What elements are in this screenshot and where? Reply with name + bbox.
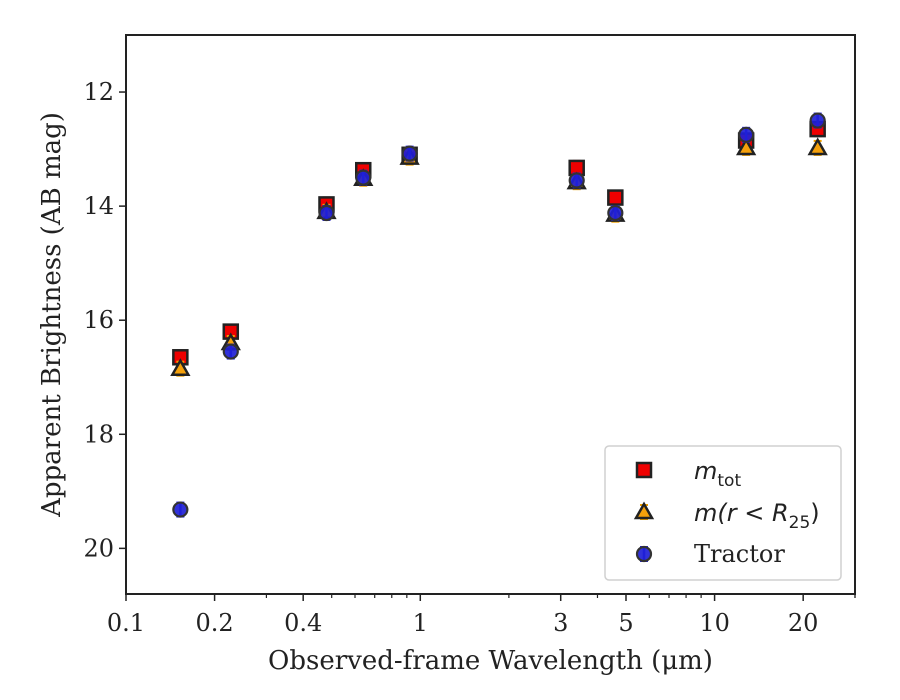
y-tick-label: 14 [83, 192, 114, 220]
y-tick-label: 20 [83, 534, 114, 562]
tractor-point [568, 172, 585, 189]
y-axis-title: Apparent Brightness (AB mag) [37, 112, 67, 518]
x-tick-label: 3 [553, 609, 568, 637]
x-tick-label: 0.2 [196, 609, 234, 637]
legend-mr25-marker [633, 501, 655, 520]
plot-frame [125, 34, 856, 595]
x-tick-label: 0.1 [107, 609, 145, 637]
legend-label: mtot [694, 457, 741, 491]
tractor-point [222, 343, 239, 360]
tractor-point [401, 145, 418, 162]
tractor-point [318, 204, 335, 222]
y-tick-label: 16 [83, 306, 114, 334]
tractor-point [809, 112, 826, 129]
tractor-point [355, 169, 372, 186]
y-tick-label: 12 [83, 78, 114, 106]
legend-label: Tractor [694, 540, 785, 568]
tractor-point [607, 204, 624, 222]
legend-label-subscript: tot [717, 471, 741, 491]
x-tick-label: 0.4 [284, 609, 322, 637]
series-tractor [172, 112, 826, 518]
x-tick-label: 10 [699, 609, 730, 637]
y-axis-ticks: 12 14 16 18 20 [83, 78, 126, 562]
mr25-point [807, 137, 828, 156]
tractor-point [172, 501, 189, 518]
tractor-point [738, 126, 755, 143]
series-mr25 [170, 137, 828, 377]
legend-label-subscript: 25 [789, 513, 811, 533]
series-mtot [172, 120, 826, 366]
x-tick-label: 5 [618, 609, 633, 637]
legend-label-tail: ) [810, 499, 819, 527]
y-tick-label: 18 [83, 420, 114, 448]
legend-label: m(r < R25) [694, 499, 820, 533]
x-tick-label: 1 [413, 609, 428, 637]
x-axis-ticks: 0.1 0.2 0.4 1 3 5 10 20 [107, 594, 856, 637]
plot-marks [170, 112, 828, 518]
mtot-point [607, 189, 624, 206]
x-tick-label: 20 [788, 609, 819, 637]
legend-mtot-marker [635, 461, 653, 479]
mr25-point [170, 358, 191, 376]
legend-tractor-marker [635, 545, 653, 563]
legend: mtot m(r < R25) Tractor [604, 445, 842, 581]
mr25-point [735, 137, 757, 156]
x-axis-title: Observed-frame Wavelength (μm) [268, 646, 713, 676]
legend-label-main: m(r < R [694, 499, 789, 527]
legend-box [604, 445, 842, 581]
legend-label-main: m [694, 457, 717, 485]
